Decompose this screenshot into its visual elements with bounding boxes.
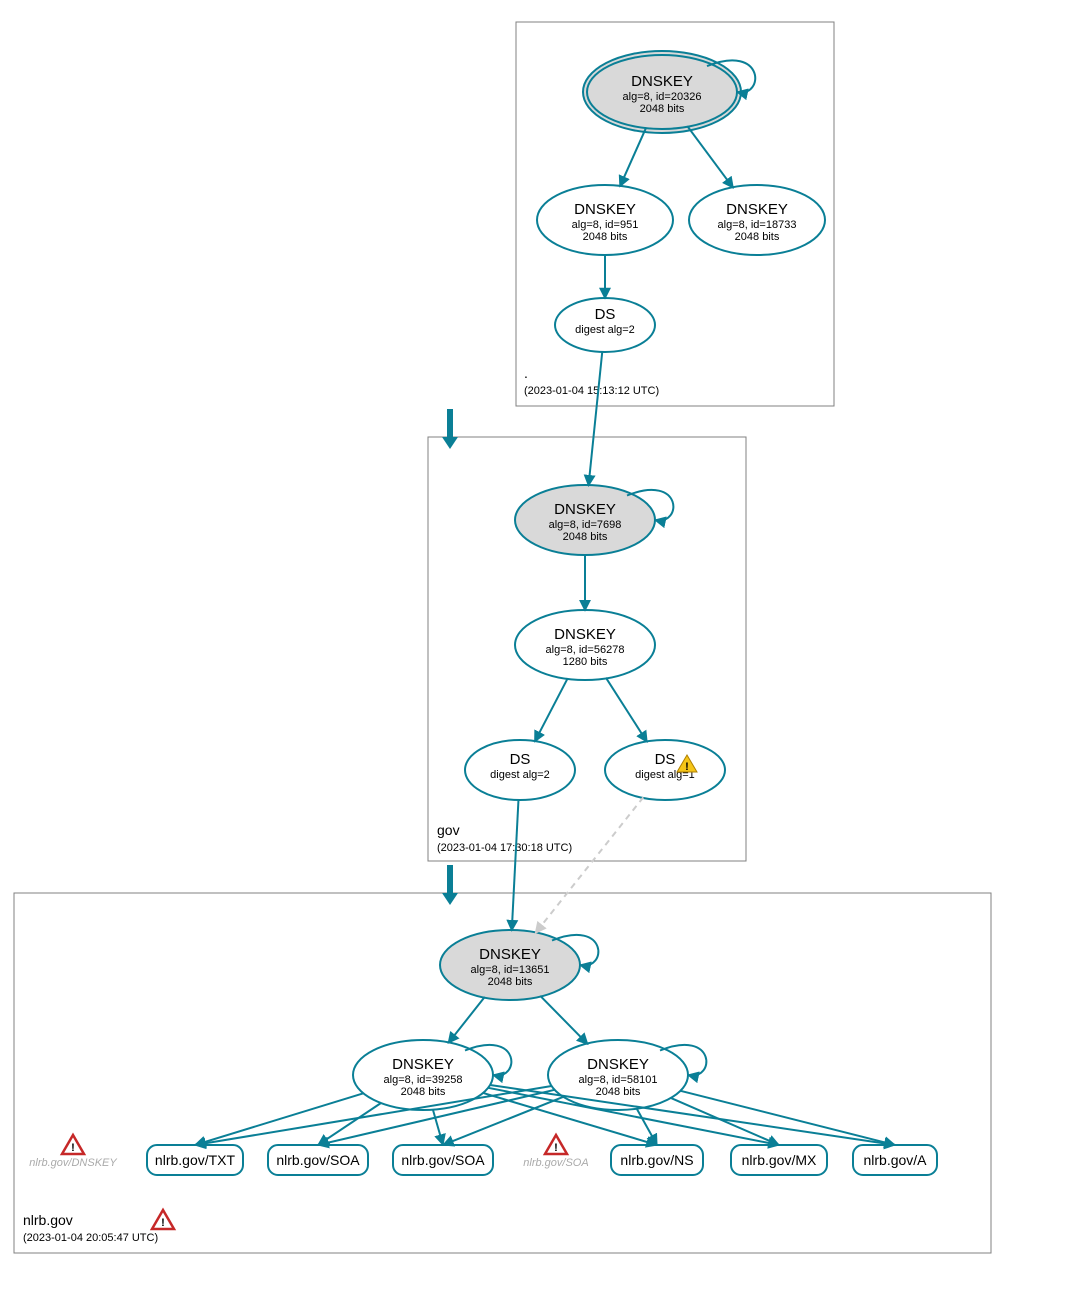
root-ds: DSdigest alg=2	[555, 298, 655, 352]
node-title: DNSKEY	[631, 73, 693, 90]
edge	[535, 797, 643, 933]
zone-nlrb: nlrb.gov (2023-01-04 20:05:47 UTC)! DNSKEY…	[14, 893, 991, 1253]
edge	[433, 1110, 443, 1145]
zone-entry-arrowhead	[442, 893, 458, 905]
node-sub1: alg=8, id=58101	[579, 1074, 658, 1086]
node-title: DNSKEY	[392, 1056, 454, 1073]
rrset-label: nlrb.gov/NS	[620, 1152, 693, 1168]
edge	[448, 997, 485, 1043]
node-sub1: alg=8, id=951	[572, 219, 639, 231]
node-title: DS	[655, 751, 676, 768]
edge	[671, 1098, 779, 1145]
node-sub2: 2048 bits	[640, 103, 685, 115]
ghost-dnskey: ! nlrb.gov/DNSKEY	[29, 1135, 117, 1169]
root-ksk: DNSKEYalg=8, id=203262048 bits	[583, 51, 755, 133]
zone-timestamp: (2023-01-04 20:05:47 UTC)	[23, 1232, 158, 1244]
node-sub1: digest alg=2	[490, 769, 550, 781]
nlrb-ksk: DNSKEYalg=8, id=136512048 bits	[440, 930, 598, 1000]
root-zsk: DNSKEYalg=8, id=9512048 bits	[537, 185, 673, 255]
edge	[535, 678, 568, 742]
ghost-soa: ! nlrb.gov/SOA	[523, 1135, 588, 1169]
node-title: DS	[595, 306, 616, 323]
rr-txt: nlrb.gov/TXT	[147, 1145, 243, 1175]
zone-label: gov	[437, 822, 460, 838]
zone-label: .	[524, 365, 528, 381]
node-title: DNSKEY	[554, 626, 616, 643]
node-title: DNSKEY	[587, 1056, 649, 1073]
rrset-label: nlrb.gov/SOA	[276, 1152, 360, 1168]
nlrb-zsk2: DNSKEYalg=8, id=581012048 bits	[548, 1040, 706, 1110]
gov-zsk: DNSKEYalg=8, id=562781280 bits	[515, 610, 655, 680]
rrset-label: nlrb.gov/A	[863, 1152, 927, 1168]
edge	[540, 996, 588, 1044]
node-sub1: digest alg=2	[575, 324, 635, 336]
zone-timestamp: (2023-01-04 15:13:12 UTC)	[524, 385, 659, 397]
node-sub2: 2048 bits	[596, 1086, 641, 1098]
node-sub2: 2048 bits	[583, 231, 628, 243]
rr-soa1: nlrb.gov/SOA	[268, 1145, 368, 1175]
node-sub1: alg=8, id=20326	[623, 91, 702, 103]
svg-text:!: !	[685, 761, 689, 773]
node-sub2: 2048 bits	[401, 1086, 446, 1098]
edge	[512, 799, 519, 930]
error-icon: !	[152, 1210, 174, 1229]
svg-text:!: !	[71, 1142, 75, 1154]
node-sub1: alg=8, id=56278	[546, 644, 625, 656]
node-sub2: 2048 bits	[488, 976, 533, 988]
rr-a: nlrb.gov/A	[853, 1145, 937, 1175]
node-title: DNSKEY	[574, 201, 636, 218]
ghost-label: nlrb.gov/DNSKEY	[29, 1157, 117, 1169]
nlrb-zsk1: DNSKEYalg=8, id=392582048 bits	[353, 1040, 511, 1110]
node-sub2: 2048 bits	[563, 531, 608, 543]
zone-timestamp: (2023-01-04 17:30:18 UTC)	[437, 842, 572, 854]
edge	[589, 351, 603, 485]
node-title: DNSKEY	[726, 201, 788, 218]
error-icon: !	[545, 1135, 567, 1154]
rr-mx: nlrb.gov/MX	[731, 1145, 827, 1175]
node-sub1: alg=8, id=7698	[549, 519, 622, 531]
zone-root: .(2023-01-04 15:13:12 UTC)DNSKEYalg=8, i…	[516, 22, 834, 406]
gov-ds2: DSdigest alg=1!	[605, 740, 725, 800]
gov-ksk: DNSKEYalg=8, id=76982048 bits	[515, 485, 673, 555]
node-sub2: 2048 bits	[735, 231, 780, 243]
node-title: DNSKEY	[479, 946, 541, 963]
node-title: DNSKEY	[554, 501, 616, 518]
edge	[606, 678, 647, 742]
node-title: DS	[510, 751, 531, 768]
edge	[687, 126, 733, 188]
zone-label: nlrb.gov	[23, 1212, 73, 1228]
rrset-label: nlrb.gov/MX	[742, 1152, 817, 1168]
rrset-label: nlrb.gov/TXT	[155, 1152, 236, 1168]
error-icon: !	[62, 1135, 84, 1154]
zone-gov: gov(2023-01-04 17:30:18 UTC)DNSKEYalg=8,…	[428, 437, 746, 861]
zone-entry-arrowhead	[442, 437, 458, 449]
node-sub1: alg=8, id=13651	[471, 964, 550, 976]
rr-ns: nlrb.gov/NS	[611, 1145, 703, 1175]
gov-ds1: DSdigest alg=2	[465, 740, 575, 800]
svg-text:!: !	[554, 1142, 558, 1154]
node-sub1: alg=8, id=39258	[384, 1074, 463, 1086]
root-zsk2: DNSKEYalg=8, id=187332048 bits	[689, 185, 825, 255]
ghost-label: nlrb.gov/SOA	[523, 1157, 588, 1169]
edge	[620, 127, 646, 186]
edge	[195, 1093, 363, 1145]
svg-text:!: !	[161, 1217, 165, 1229]
node-sub2: 1280 bits	[563, 656, 608, 668]
node-sub1: alg=8, id=18733	[718, 219, 797, 231]
rr-soa2: nlrb.gov/SOA	[393, 1145, 493, 1175]
rrset-label: nlrb.gov/SOA	[401, 1152, 485, 1168]
